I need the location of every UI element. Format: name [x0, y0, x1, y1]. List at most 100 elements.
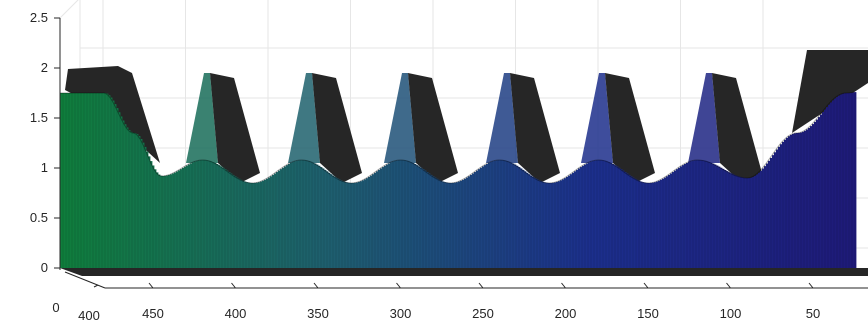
surface-front-strip: [140, 138, 143, 268]
z-tick-label: 0: [41, 260, 48, 275]
surface-front-strip: [228, 172, 231, 268]
surface-front-strip: [824, 109, 827, 268]
surface-front-strip: [200, 160, 203, 268]
surface-front-strip: [730, 173, 733, 268]
surface-front-strip: [724, 169, 727, 268]
surface-front-strip: [810, 126, 813, 268]
surface-front-strip: [516, 165, 519, 268]
surface-front-strip: [332, 175, 335, 268]
surface-front-strip: [652, 182, 655, 268]
surface-front-strip: [206, 160, 209, 268]
surface-front-strip: [692, 160, 695, 268]
surface-front-strip: [164, 175, 167, 268]
surface-front-strip: [372, 174, 375, 268]
surface-front-strip: [182, 167, 185, 268]
surface-front-strip: [344, 181, 347, 268]
surface-front-strip: [412, 162, 415, 268]
x-tick-mark: [231, 282, 236, 289]
surface-front-strip: [390, 162, 393, 268]
surface-front-strip: [646, 182, 649, 268]
surface-front-strip: [494, 160, 497, 268]
surface-front-strip: [782, 141, 785, 268]
surface-front-strip: [306, 160, 309, 268]
surface-front-strip: [762, 168, 765, 268]
x-tick-label: 100: [720, 306, 742, 321]
surface-front-strip: [770, 157, 773, 268]
surface-front-strip: [174, 172, 177, 268]
surface-front-strip: [64, 93, 67, 268]
surface-front-strip: [616, 166, 619, 268]
surface-front-strip: [662, 178, 665, 268]
surface-front-strip: [254, 182, 257, 268]
surface-front-strip: [274, 173, 277, 268]
surface-front-strip: [60, 93, 63, 268]
surface-front-strip: [618, 167, 621, 268]
x-tick-label: 200: [555, 306, 577, 321]
surface-peak-face: [384, 73, 416, 163]
surface-front-strip: [78, 93, 81, 268]
surface-front-strip: [428, 173, 431, 268]
surface-front-strip: [764, 166, 767, 268]
surface-front-strip: [556, 181, 559, 268]
surface-front-strip: [708, 161, 711, 268]
surface-front-strip: [86, 93, 89, 268]
surface-front-strip: [310, 161, 313, 268]
surface-front-strip: [610, 162, 613, 268]
surface-front-strip: [166, 175, 169, 268]
surface-front-strip: [126, 127, 129, 269]
surface-front-strip: [110, 97, 113, 269]
surface-front-strip: [186, 165, 189, 268]
surface-front-strip: [240, 179, 243, 268]
surface-front-strip: [822, 112, 825, 268]
surface-front-strip: [712, 163, 715, 268]
x-tick-label: 300: [390, 306, 412, 321]
surface-front-strip: [524, 171, 527, 268]
surface-front-strip: [212, 162, 215, 268]
surface-front-strip: [804, 130, 807, 268]
surface-peak-face: [186, 73, 218, 163]
surface-front-strip: [302, 160, 305, 268]
x-tick-label: 450: [142, 306, 164, 321]
surface-front-strip: [446, 182, 449, 268]
surface-front-strip: [602, 160, 605, 268]
surface-front-strip: [326, 171, 329, 268]
surface-front-strip: [536, 179, 539, 268]
surface-front-strip: [266, 178, 269, 268]
y-tick-label: 0: [52, 300, 59, 315]
surface-front-strip: [262, 180, 265, 268]
surface-front-strip: [210, 161, 213, 268]
surface-front-strip: [76, 93, 79, 268]
surface-front-strip: [714, 164, 717, 268]
surface-front-strip: [188, 164, 191, 268]
surface-front-strip: [176, 171, 179, 268]
surface-front-strip: [324, 169, 327, 268]
surface-front-strip: [402, 160, 405, 268]
surface-front-strip: [750, 177, 753, 268]
surface-front-strip: [840, 94, 843, 268]
surface-front-strip: [334, 176, 337, 268]
surface-front-strip: [144, 146, 147, 268]
surface-front-strip: [600, 160, 603, 268]
surface-front-strip: [684, 163, 687, 268]
surface-front-strip: [276, 172, 279, 268]
surface-front-strip: [700, 160, 703, 268]
surface-front-strip: [592, 160, 595, 268]
surface-front-strip: [502, 160, 505, 268]
surface-front-strip: [744, 177, 747, 268]
surface-front-strip: [786, 137, 789, 268]
surface-front-strip: [246, 182, 249, 268]
surface-front-strip: [664, 177, 667, 268]
surface-front-strip: [312, 162, 315, 268]
surface-front-strip: [398, 160, 401, 268]
surface-front-strip: [852, 92, 855, 268]
surface-front-strip: [248, 182, 251, 268]
surface-front-strip: [632, 177, 635, 268]
x-tick-label: 150: [637, 306, 659, 321]
surface-front-strip: [352, 182, 355, 268]
surface-front-strip: [88, 93, 91, 268]
surface-front-strip: [294, 161, 297, 268]
x-tick-label: 250: [472, 306, 494, 321]
surface-front-strip: [118, 112, 121, 268]
surface-front-strip: [842, 93, 845, 269]
surface-front-strip: [530, 175, 533, 268]
